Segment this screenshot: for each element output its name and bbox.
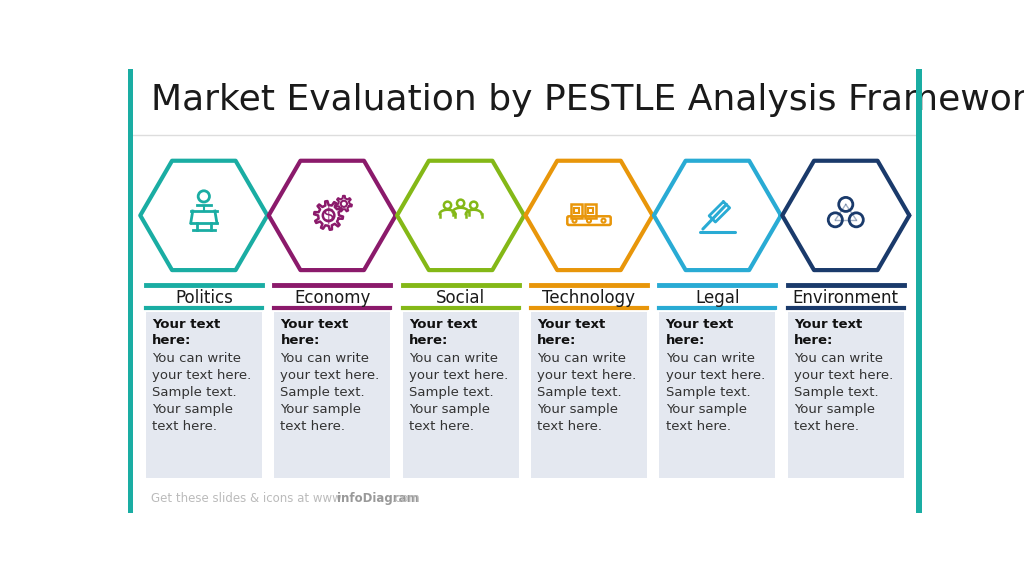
Text: You can write
your text here.
Sample text.
Your sample
text here.: You can write your text here. Sample tex… (666, 352, 765, 433)
Text: Market Evaluation by PESTLE Analysis Framework: Market Evaluation by PESTLE Analysis Fra… (152, 83, 1024, 117)
Text: You can write
your text here.
Sample text.
Your sample
text here.: You can write your text here. Sample tex… (794, 352, 893, 433)
FancyBboxPatch shape (659, 312, 775, 478)
FancyBboxPatch shape (145, 312, 262, 478)
Text: You can write
your text here.
Sample text.
Your sample
text here.: You can write your text here. Sample tex… (409, 352, 508, 433)
Text: Your text
here:: Your text here: (666, 318, 734, 347)
Text: Economy: Economy (294, 289, 371, 308)
Text: Your text
here:: Your text here: (281, 318, 348, 347)
Text: You can write
your text here.
Sample text.
Your sample
text here.: You can write your text here. Sample tex… (281, 352, 380, 433)
Text: infoDiagram: infoDiagram (337, 492, 419, 505)
FancyBboxPatch shape (531, 312, 647, 478)
Text: $: $ (323, 206, 335, 225)
FancyBboxPatch shape (402, 312, 518, 478)
Text: Legal: Legal (695, 289, 739, 308)
FancyBboxPatch shape (128, 69, 133, 513)
Text: You can write
your text here.
Sample text.
Your sample
text here.: You can write your text here. Sample tex… (152, 352, 251, 433)
Text: Environment: Environment (793, 289, 899, 308)
Text: .com: .com (391, 492, 420, 505)
Text: Your text
here:: Your text here: (409, 318, 477, 347)
Text: You can write
your text here.
Sample text.
Your sample
text here.: You can write your text here. Sample tex… (538, 352, 637, 433)
Text: Your text
here:: Your text here: (152, 318, 220, 347)
FancyBboxPatch shape (916, 69, 922, 513)
Text: Social: Social (436, 289, 485, 308)
FancyBboxPatch shape (787, 312, 904, 478)
FancyBboxPatch shape (274, 312, 390, 478)
Text: Your text
here:: Your text here: (538, 318, 605, 347)
Text: Politics: Politics (175, 289, 232, 308)
Text: Get these slides & icons at www.: Get these slides & icons at www. (152, 492, 345, 505)
Text: Technology: Technology (543, 289, 636, 308)
Text: Your text
here:: Your text here: (794, 318, 862, 347)
